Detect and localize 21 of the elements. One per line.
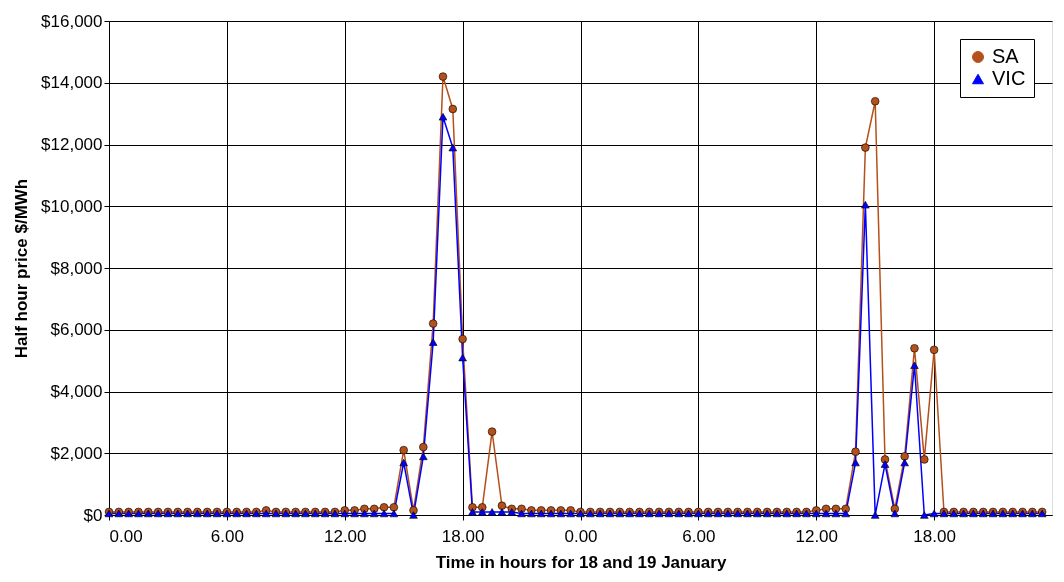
y-tick-label: $8,000 <box>50 258 103 278</box>
x-tick-label: 18.00 <box>441 526 485 546</box>
y-tick-label: $4,000 <box>50 382 103 401</box>
x-axis-title: Time in hours for 18 and 19 January <box>435 552 727 572</box>
y-tick-label: $14,000 <box>41 73 103 93</box>
x-tick-label: 6.00 <box>682 526 716 546</box>
y-tick-label: $2,000 <box>50 443 103 463</box>
x-tick-label: 0.00 <box>564 526 598 546</box>
y-tick-label: $6,000 <box>50 320 103 340</box>
y-tick-label: $0 <box>83 505 103 525</box>
y-tick-label: $12,000 <box>41 135 103 154</box>
legend-label: SA <box>992 45 1020 67</box>
x-tick-label: 6.00 <box>210 526 244 546</box>
legend-label: VIC <box>992 67 1026 89</box>
x-tick-label: 0.00 <box>109 526 143 546</box>
x-tick-label: 12.00 <box>795 526 839 546</box>
x-tick-label: 12.00 <box>323 526 367 546</box>
y-axis-title: Half hour price $/MWh <box>12 178 32 359</box>
y-tick-label: $16,000 <box>41 11 103 31</box>
y-tick-label: $10,000 <box>41 196 103 216</box>
x-tick-label: 18.00 <box>913 526 956 546</box>
